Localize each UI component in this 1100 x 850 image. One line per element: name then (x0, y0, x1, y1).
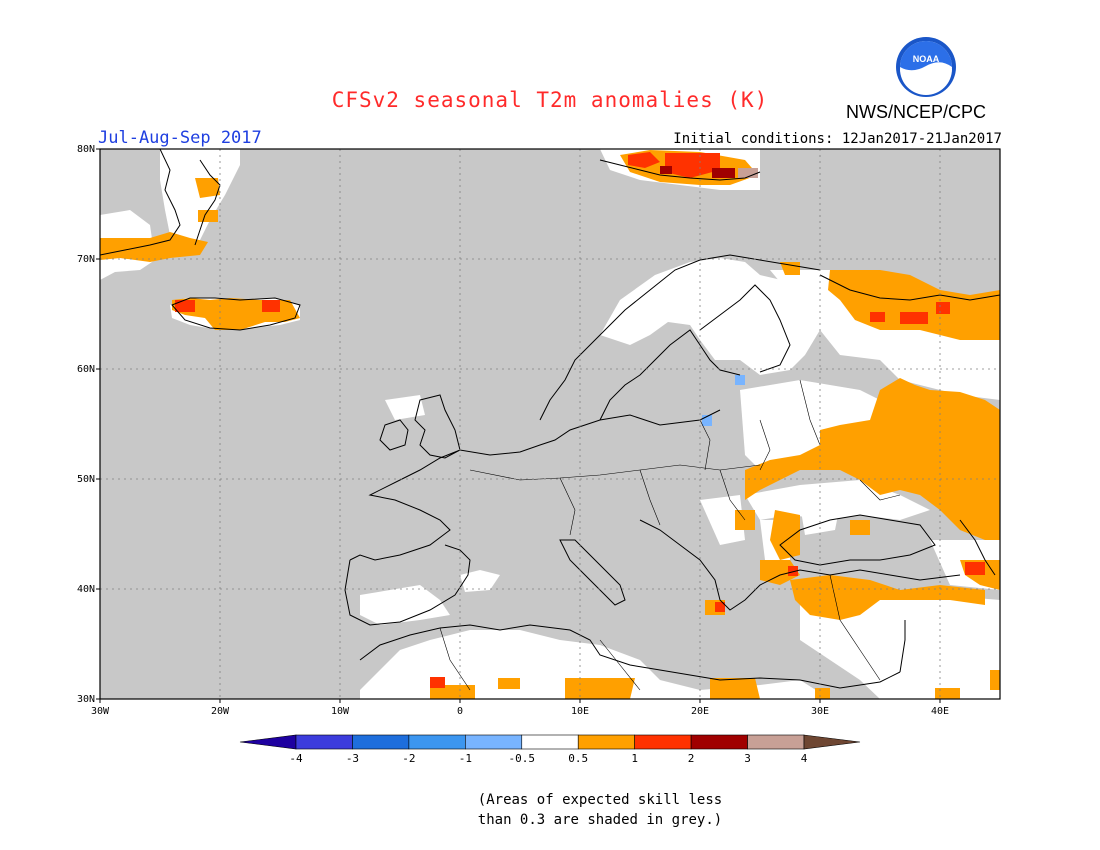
forecast-period: Jul-Aug-Sep 2017 (98, 128, 262, 148)
lat-tick-label: 70N (77, 254, 95, 265)
footnote: (Areas of expected skill less than 0.3 a… (470, 790, 730, 830)
very-warm-regions (660, 166, 735, 178)
footnote-line-1: (Areas of expected skill less (477, 792, 723, 808)
colorbar-label: 1 (631, 752, 638, 765)
anomaly-fields (100, 149, 1000, 699)
colorbar-label: 3 (744, 752, 751, 765)
noaa-logo-icon: NOAA (896, 37, 956, 97)
lon-tick-label: 0 (457, 706, 463, 717)
lon-tick-label: 10E (571, 706, 589, 717)
colorbar-swatch (465, 734, 523, 750)
colorbar-max-arrow (803, 734, 861, 750)
initial-conditions: Initial conditions: 12Jan2017-21Jan2017 (673, 131, 1002, 147)
country-borders (439, 379, 901, 691)
colorbar-label: 0.5 (568, 752, 588, 765)
colorbar-label: -0.5 (509, 752, 536, 765)
lat-tick-label: 40N (77, 584, 95, 595)
colorbar-swatch (295, 734, 353, 750)
colorbar-label: -2 (402, 752, 415, 765)
lat-tick-label: 50N (77, 474, 95, 485)
footnote-line-2: than 0.3 are shaded in grey.) (477, 812, 723, 828)
lon-tick-label: 20W (211, 706, 230, 717)
lat-tick-label: 80N (77, 144, 95, 155)
colorbar-swatch (521, 734, 579, 750)
logo-text: NOAA (913, 54, 940, 64)
colorbar-swatch (408, 734, 466, 750)
map-frame (99, 148, 1001, 700)
colorbar-label: -3 (346, 752, 359, 765)
colorbar-swatch (352, 734, 410, 750)
colorbar-swatch (690, 734, 748, 750)
colorbar-label: 4 (801, 752, 808, 765)
colorbar-swatch (634, 734, 692, 750)
colorbar-label: -4 (289, 752, 303, 765)
lat-tick-label: 60N (77, 364, 95, 375)
lon-tick-label: 10W (331, 706, 350, 717)
colorbar-swatch (747, 734, 805, 750)
agency-label: NWS/NCEP/CPC (846, 102, 987, 122)
chart-title: CFSv2 seasonal T2m anomalies (K) (331, 88, 769, 112)
colorbar: -4 -3 -2 -1 -0.5 0.5 1 2 3 4 (239, 734, 861, 765)
colorbar-min-arrow (239, 734, 297, 750)
colorbar-swatch (577, 734, 635, 750)
lon-tick-label: 30W (91, 706, 110, 717)
lon-tick-label: 20E (691, 706, 709, 717)
extreme-warm-regions (738, 168, 758, 178)
colorbar-label: -1 (459, 752, 472, 765)
lat-tick-label: 30N (77, 694, 95, 705)
colorbar-label: 2 (688, 752, 695, 765)
gridlines (100, 149, 1000, 699)
axes: 30W 20W 10W 0 10E 20E 30E 40E 80N 70N 60N 50N 40N 30N (77, 144, 949, 717)
lon-tick-label: 40E (931, 706, 949, 717)
strong-warm-regions (175, 152, 985, 688)
lon-tick-label: 30E (811, 706, 829, 717)
